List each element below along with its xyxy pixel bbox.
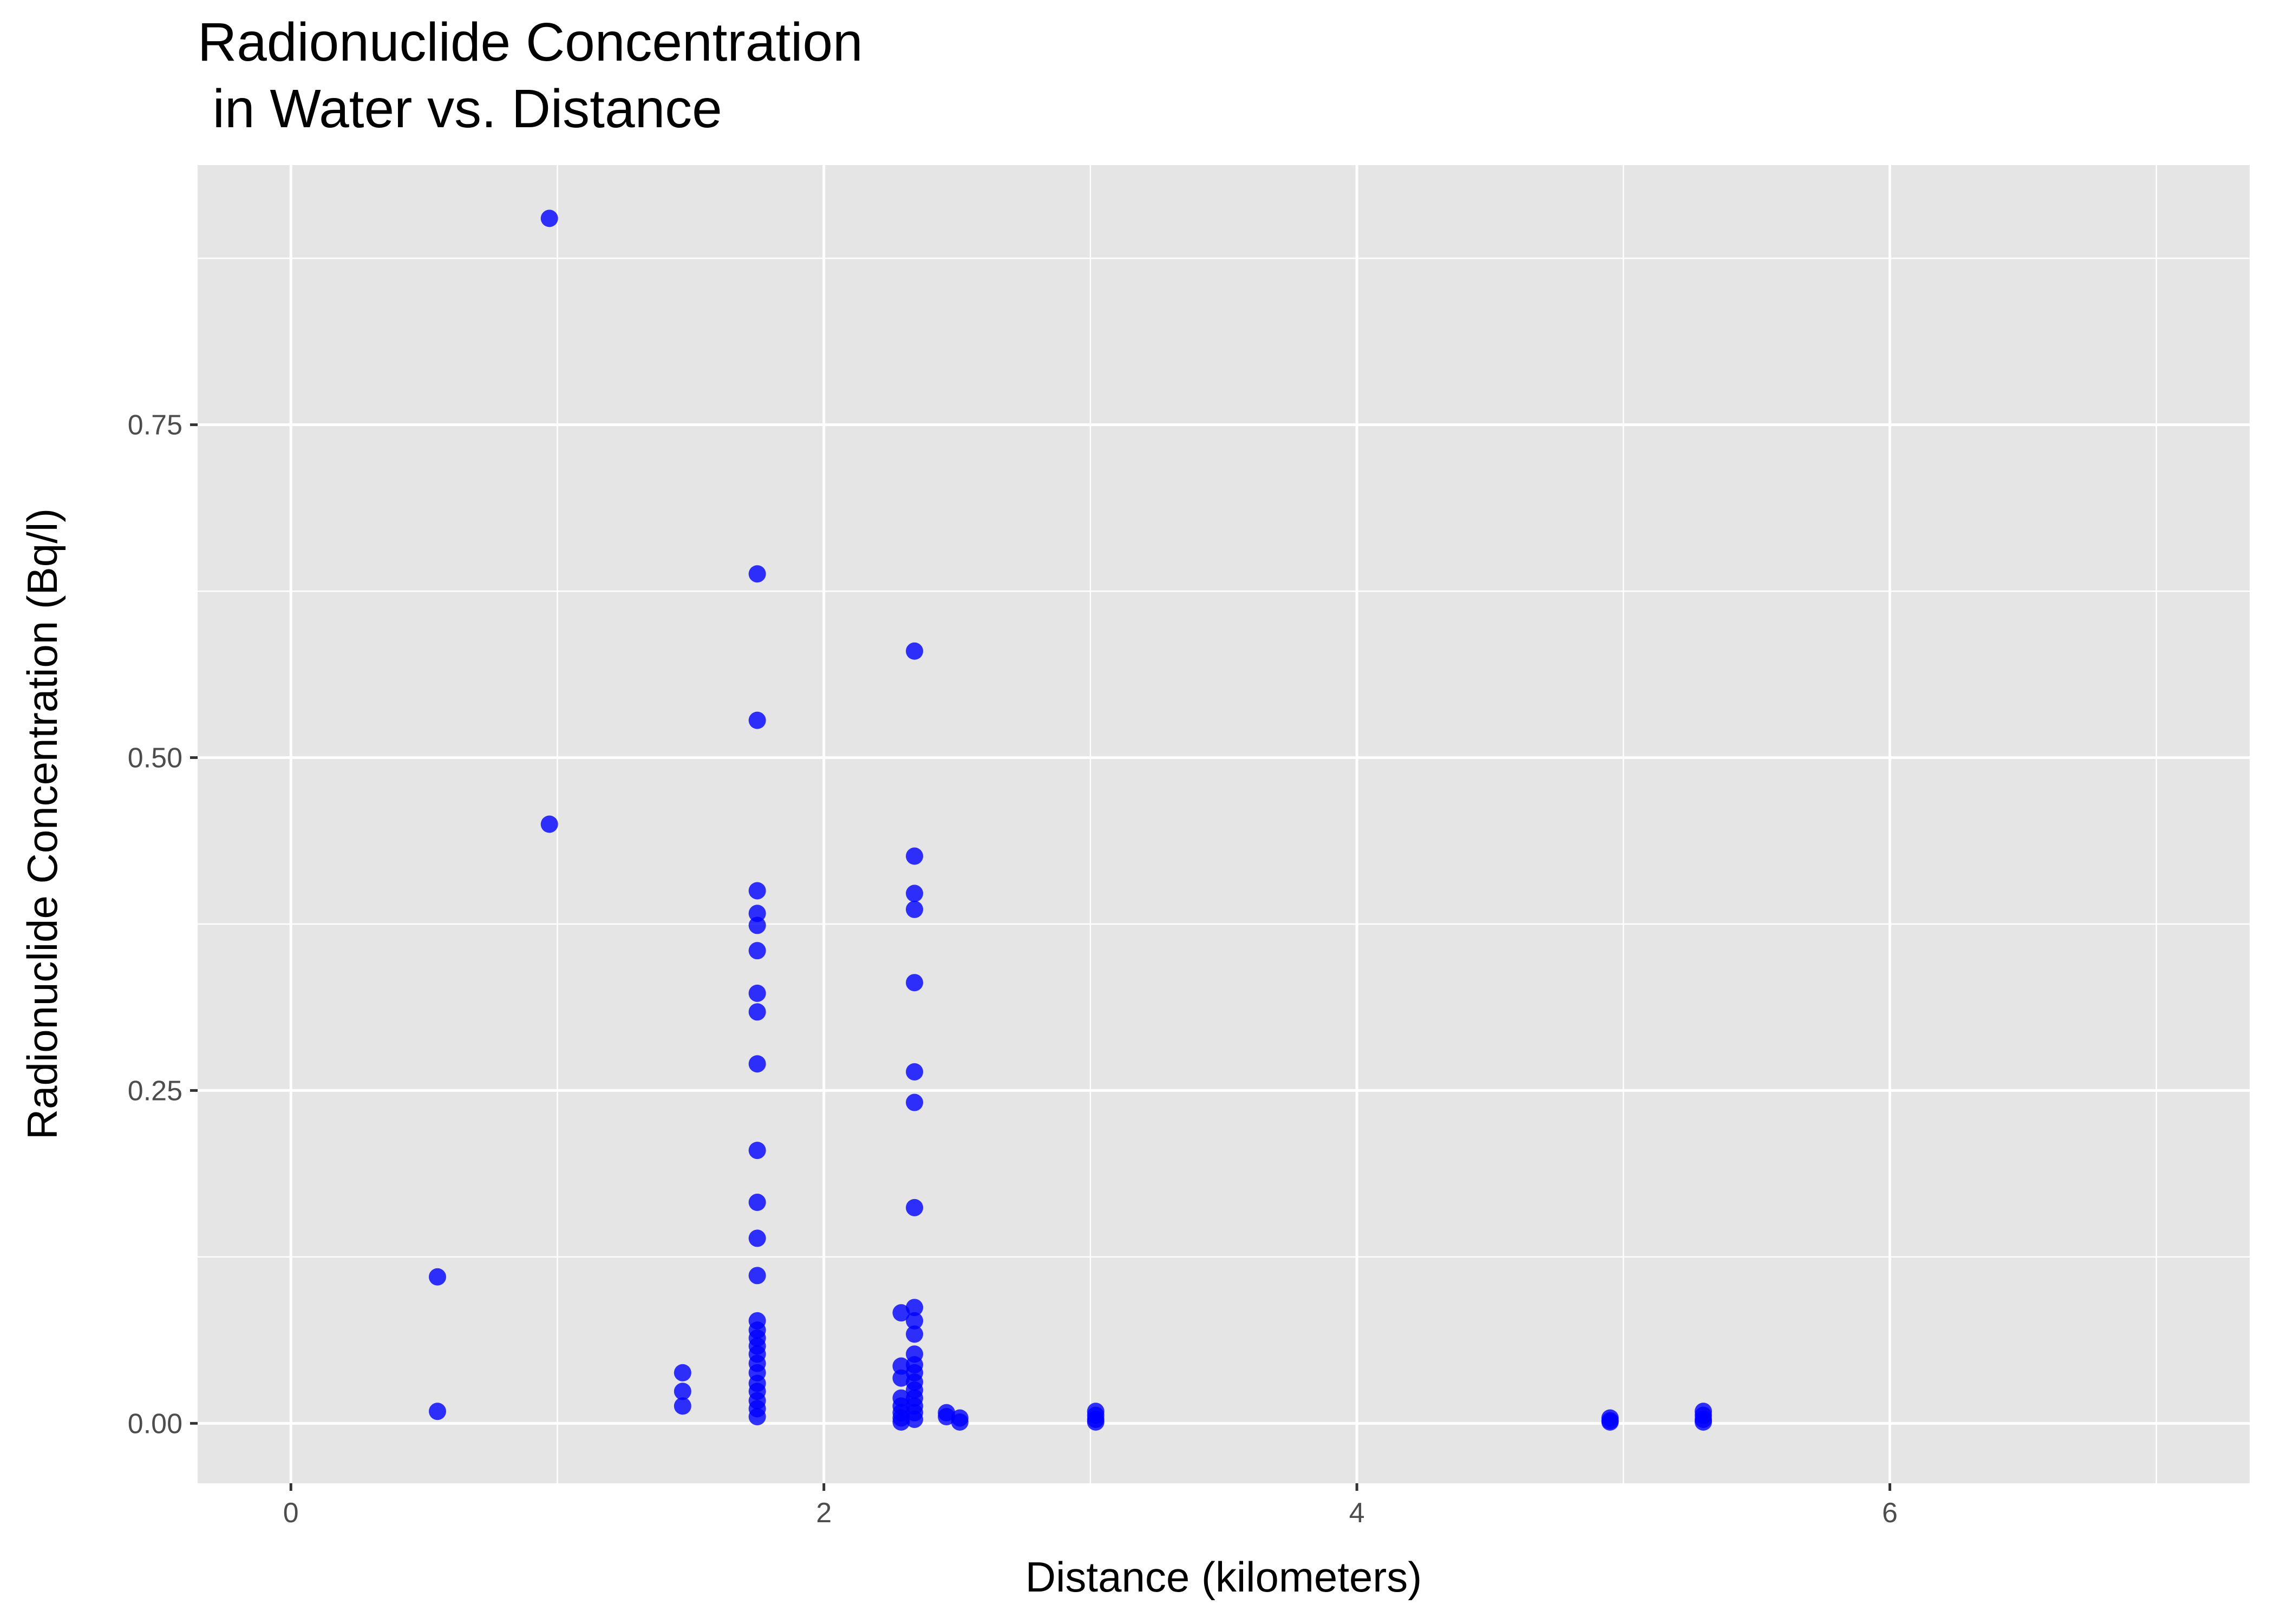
data-point bbox=[1694, 1413, 1712, 1431]
data-point bbox=[906, 642, 924, 660]
y-axis-title: Radionuclide Concentration (Bq/l) bbox=[18, 508, 66, 1140]
data-point bbox=[748, 916, 766, 934]
x-axis: 0 2 4 6 bbox=[283, 1483, 1898, 1529]
chart-title-line-1: Radionuclide Concentration bbox=[198, 12, 863, 73]
data-point bbox=[674, 1383, 691, 1400]
data-point bbox=[748, 565, 766, 583]
plot-panel bbox=[198, 165, 2250, 1483]
major-gridlines bbox=[198, 165, 2250, 1483]
data-point bbox=[748, 1055, 766, 1073]
y-tick-label: 0.00 bbox=[128, 1408, 182, 1439]
data-point bbox=[906, 1063, 924, 1081]
y-tick-label: 0.25 bbox=[128, 1075, 182, 1106]
chart-title-line-2: in Water vs. Distance bbox=[198, 78, 722, 139]
data-point bbox=[748, 1142, 766, 1160]
data-point bbox=[951, 1413, 969, 1431]
data-point bbox=[906, 1093, 924, 1111]
data-point bbox=[748, 711, 766, 729]
data-point bbox=[748, 1194, 766, 1212]
data-point bbox=[892, 1369, 910, 1387]
data-point bbox=[674, 1397, 691, 1415]
x-tick-label: 2 bbox=[816, 1497, 832, 1529]
data-point bbox=[540, 209, 558, 227]
x-axis-title: Distance (kilometers) bbox=[1025, 1553, 1422, 1601]
data-point bbox=[748, 1229, 766, 1247]
data-point bbox=[1087, 1413, 1105, 1431]
data-point bbox=[906, 974, 924, 992]
x-tick-label: 6 bbox=[1882, 1497, 1898, 1529]
y-tick-label: 0.75 bbox=[128, 410, 182, 441]
data-point bbox=[892, 1413, 910, 1431]
data-points bbox=[428, 209, 1712, 1431]
data-point bbox=[748, 1267, 766, 1285]
data-point bbox=[906, 900, 924, 918]
data-point bbox=[892, 1357, 910, 1375]
data-point bbox=[906, 885, 924, 902]
x-tick-label: 0 bbox=[283, 1497, 299, 1529]
data-point bbox=[748, 905, 766, 922]
data-point bbox=[906, 1299, 924, 1317]
data-point bbox=[540, 815, 558, 833]
x-tick-label: 4 bbox=[1349, 1497, 1365, 1529]
data-point bbox=[428, 1403, 446, 1420]
data-point bbox=[748, 1003, 766, 1021]
data-point bbox=[906, 1325, 924, 1343]
data-point bbox=[906, 1199, 924, 1216]
data-point bbox=[906, 847, 924, 865]
data-point bbox=[892, 1304, 910, 1322]
data-point bbox=[1601, 1413, 1619, 1431]
data-point bbox=[674, 1364, 691, 1381]
data-point bbox=[748, 942, 766, 960]
y-axis: 0.00 0.25 0.50 0.75 bbox=[128, 410, 198, 1439]
minor-gridlines bbox=[198, 165, 2250, 1483]
data-point bbox=[906, 1312, 924, 1330]
data-point bbox=[938, 1408, 956, 1426]
data-point bbox=[428, 1268, 446, 1286]
y-tick-label: 0.50 bbox=[128, 743, 182, 774]
data-point bbox=[748, 984, 766, 1002]
data-point bbox=[748, 1408, 766, 1426]
data-point bbox=[906, 1410, 924, 1428]
data-point bbox=[748, 882, 766, 900]
